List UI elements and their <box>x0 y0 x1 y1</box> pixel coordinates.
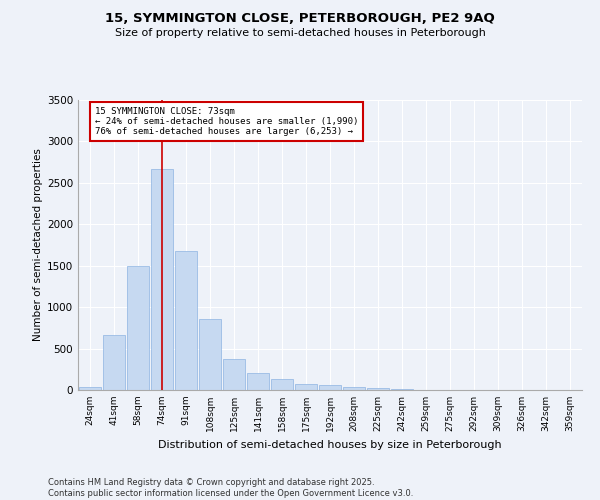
Bar <box>127 266 149 390</box>
Bar <box>295 384 317 390</box>
X-axis label: Distribution of semi-detached houses by size in Peterborough: Distribution of semi-detached houses by … <box>158 440 502 450</box>
Bar <box>79 386 101 390</box>
Bar <box>175 251 197 390</box>
Bar <box>223 360 245 390</box>
Bar <box>391 389 413 390</box>
Text: Size of property relative to semi-detached houses in Peterborough: Size of property relative to semi-detach… <box>115 28 485 38</box>
Text: Contains HM Land Registry data © Crown copyright and database right 2025.
Contai: Contains HM Land Registry data © Crown c… <box>48 478 413 498</box>
Bar <box>319 386 341 390</box>
Bar <box>367 388 389 390</box>
Text: 15, SYMMINGTON CLOSE, PETERBOROUGH, PE2 9AQ: 15, SYMMINGTON CLOSE, PETERBOROUGH, PE2 … <box>105 12 495 26</box>
Bar <box>247 374 269 390</box>
Bar <box>103 336 125 390</box>
Bar <box>151 169 173 390</box>
Y-axis label: Number of semi-detached properties: Number of semi-detached properties <box>33 148 43 342</box>
Bar <box>199 318 221 390</box>
Bar <box>343 387 365 390</box>
Bar <box>271 379 293 390</box>
Text: 15 SYMMINGTON CLOSE: 73sqm
← 24% of semi-detached houses are smaller (1,990)
76%: 15 SYMMINGTON CLOSE: 73sqm ← 24% of semi… <box>95 106 358 136</box>
